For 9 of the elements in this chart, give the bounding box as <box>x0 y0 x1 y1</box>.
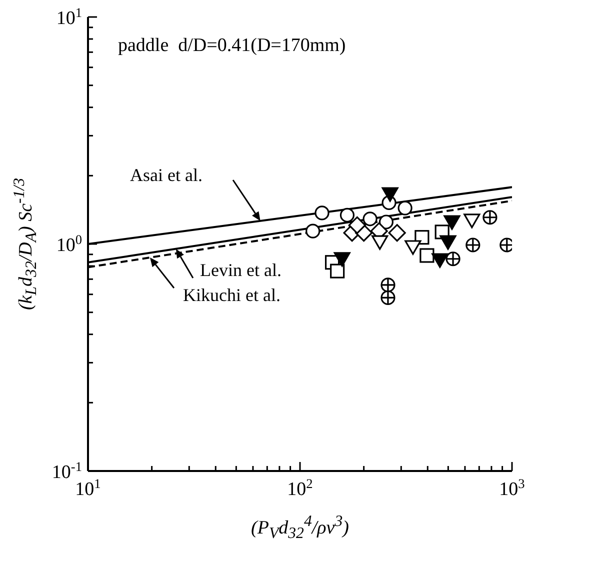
series-label: Kikuchi et al. <box>183 285 280 305</box>
y-tick-label: 10$^{0}$ <box>56 232 82 256</box>
text: Asai et al. <box>130 165 202 185</box>
x-tick-label: 10$^{2}$ <box>287 476 313 500</box>
text: paddle d/D=0.41(D=170mm) <box>118 35 346 57</box>
x-tick-label: 10$^{3}$ <box>499 476 526 500</box>
legend-label: Levin et al. <box>200 260 282 280</box>
x-axis-title: (P$_{V}$d$_{32}$$^{4}$/ρν$^{3}$) <box>250 513 350 544</box>
y-tick-label: 10$^{1}$ <box>56 4 82 29</box>
